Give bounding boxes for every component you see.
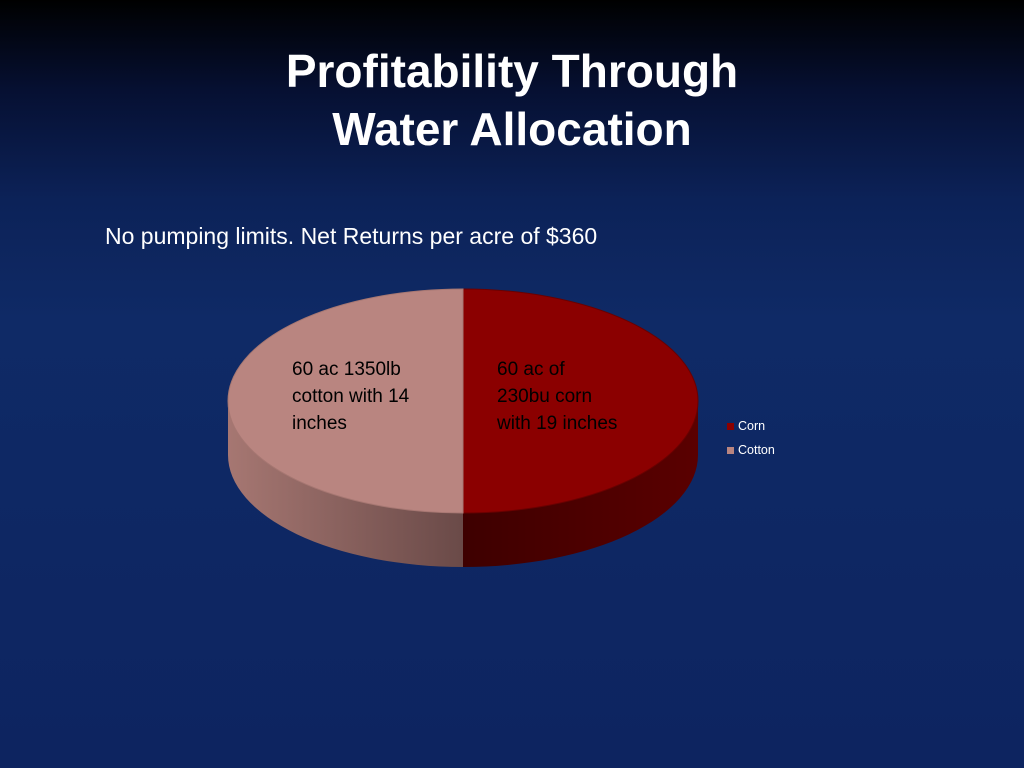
title-line-1: Profitability Through (285, 45, 739, 97)
pie-side-corn (463, 401, 698, 567)
pie-slice-corn (462, 288, 699, 514)
legend-item-corn: Corn (727, 414, 775, 438)
pie-label-cotton-line-2: cotton with 14 (292, 386, 410, 407)
slide-title: Profitability Through Water Allocation (0, 42, 1024, 158)
pie-label-corn-line-2: 230bu corn (497, 386, 593, 407)
pie-label-corn-line-1: 60 ac of (497, 359, 565, 380)
pie-side-wall-cotton (228, 401, 463, 567)
pie-label-corn-line-3: with 19 inches (497, 413, 618, 434)
pie-label-cotton-line-1: 60 ac 1350lb (292, 359, 401, 380)
pie-top (227, 288, 699, 514)
pie-side-cotton (228, 401, 463, 567)
legend-item-cotton: Cotton (727, 438, 775, 462)
legend-swatch-cotton (727, 446, 734, 454)
pie-label-corn: 60 ac of 230bu corn with 19 inches (497, 356, 647, 437)
legend-label-cotton: Cotton (738, 443, 775, 457)
chart-legend: Corn Cotton (727, 414, 775, 462)
pie-side-wall-corn (463, 401, 698, 567)
pie-label-cotton: 60 ac 1350lb cotton with 14 inches (292, 356, 442, 437)
title-line-2: Water Allocation (332, 103, 692, 155)
legend-swatch-corn (727, 422, 734, 430)
legend-label-corn: Corn (738, 419, 766, 433)
pie-slice-cotton (227, 288, 464, 514)
subtitle: No pumping limits. Net Returns per acre … (105, 223, 598, 249)
pie-label-cotton-line-3: inches (292, 413, 347, 434)
